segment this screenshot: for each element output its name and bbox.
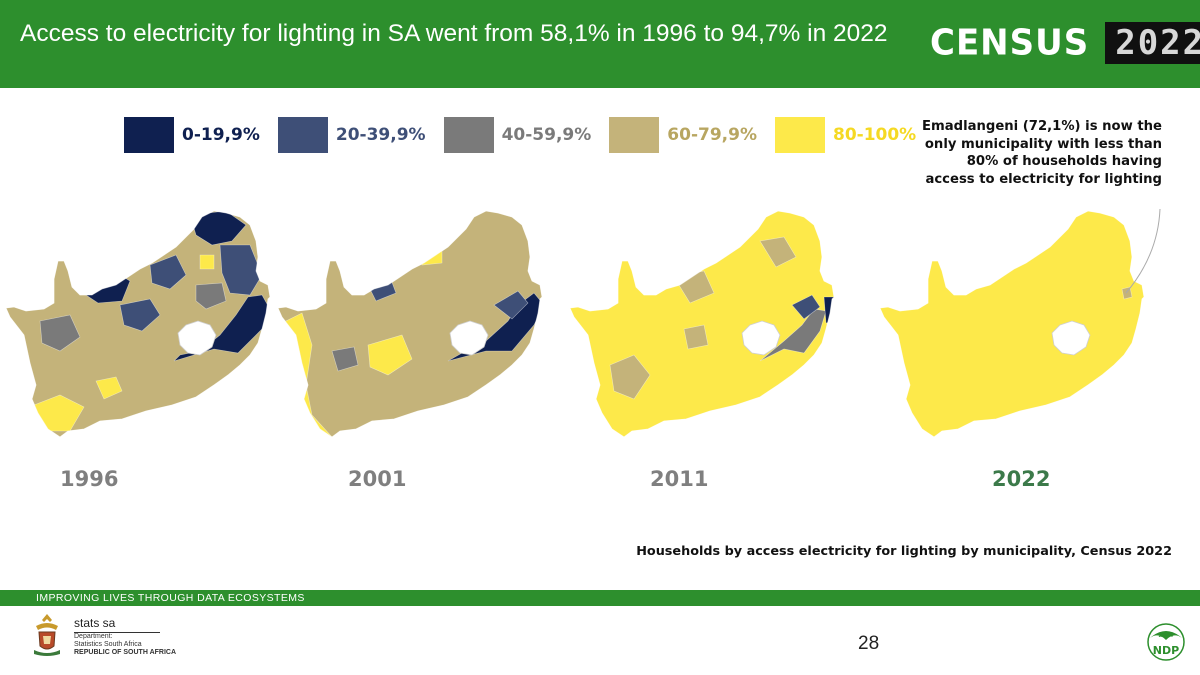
region-patch <box>119 298 161 332</box>
statssa-name: stats sa <box>74 616 160 633</box>
legend-label: 80-100% <box>832 125 917 145</box>
region-patch <box>493 290 529 320</box>
legend-swatch <box>443 117 494 153</box>
legend-label: 20-39,9% <box>335 125 426 145</box>
map-base <box>880 211 1144 437</box>
region-patch <box>219 244 263 296</box>
region-patch <box>39 314 81 352</box>
maps-area <box>5 208 1161 438</box>
emadlangeni-note: Emadlangeni (72,1%) is now the only muni… <box>922 119 1162 187</box>
legend-item: 40-59,9% <box>443 117 600 153</box>
header-bar: Access to electricity for lighting in SA… <box>0 0 1200 88</box>
legend-label: 0-19,9% <box>182 125 260 145</box>
footer-band <box>0 590 1200 606</box>
statssa-department-name: Statistics South Africa <box>74 641 142 648</box>
map-1996 <box>5 210 271 438</box>
map-caption: Households by access electricity for lig… <box>636 544 1172 559</box>
region-patch <box>95 376 123 400</box>
legend-swatch <box>609 117 660 153</box>
region-patch <box>367 334 413 376</box>
census-logo-year: 2022 <box>1105 22 1200 64</box>
year-label-2022: 2022 <box>992 467 1051 491</box>
region-patch <box>331 346 359 372</box>
region-patch <box>199 254 215 270</box>
region-patch <box>149 254 187 290</box>
region-patch <box>189 211 247 246</box>
legend-swatch <box>774 117 825 153</box>
footer-tagline: IMPROVING LIVES THROUGH DATA ECOSYSTEMS <box>36 592 305 604</box>
legend-item: 60-79,9% <box>609 117 765 153</box>
legend-item: 80-100% <box>774 117 924 153</box>
year-label-2011: 2011 <box>650 467 709 491</box>
census-logo-word: CENSUS <box>930 22 1090 64</box>
region-patch <box>759 236 797 268</box>
region-patch <box>195 282 227 310</box>
legend-label: 60-79,9% <box>667 125 757 145</box>
census-2022-logo: CENSUS 2022 <box>930 22 1200 64</box>
map-2022 <box>879 208 1161 438</box>
coat-of-arms-icon <box>34 614 60 656</box>
legend-swatch <box>124 117 174 153</box>
legend-swatch <box>277 117 328 153</box>
map-base <box>570 211 834 437</box>
page-number: 28 <box>858 633 880 654</box>
map-2011 <box>569 210 835 438</box>
statssa-logo: stats sa Department: Statistics South Af… <box>30 612 176 658</box>
year-label-1996: 1996 <box>60 467 119 491</box>
region-patch <box>83 268 131 304</box>
region-patch <box>823 296 834 324</box>
ndp-text: NDP <box>1153 644 1179 657</box>
region-patch <box>609 354 651 400</box>
legend: 0-19,9% 20-39,9% 40-59,9% 60-79,9% 80-10… <box>124 117 934 153</box>
statssa-country: REPUBLIC OF SOUTH AFRICA <box>74 649 177 656</box>
map-2001 <box>277 210 543 438</box>
note-leader-line <box>1125 208 1161 294</box>
region-patch <box>683 324 709 350</box>
legend-item: 20-39,9% <box>277 117 434 153</box>
legend-item: 0-19,9% <box>124 117 268 153</box>
ndp-2030-logo-icon: 2030 NDP <box>1147 623 1185 661</box>
statssa-department: Department: <box>74 633 113 640</box>
emadlangeni-region <box>1121 286 1133 300</box>
slide-title: Access to electricity for lighting in SA… <box>20 20 888 47</box>
ndp-year: 2030 <box>1158 632 1173 639</box>
region-patch <box>791 294 821 320</box>
year-label-2001: 2001 <box>348 467 407 491</box>
statssa-text: stats sa Department: Statistics South Af… <box>74 616 176 657</box>
legend-label: 40-59,9% <box>501 125 592 145</box>
map-base <box>278 211 542 437</box>
